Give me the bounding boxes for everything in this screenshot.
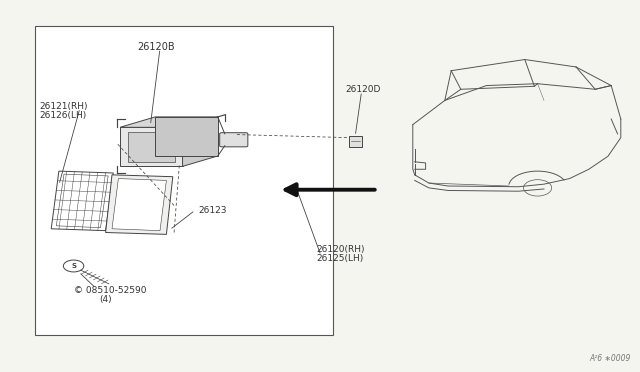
Ellipse shape: [229, 138, 239, 142]
Text: (4): (4): [99, 295, 112, 304]
Polygon shape: [128, 132, 175, 162]
Text: 26120D: 26120D: [346, 85, 381, 94]
Text: S: S: [71, 263, 76, 269]
FancyBboxPatch shape: [220, 133, 248, 147]
Text: 26125(LH): 26125(LH): [317, 254, 364, 263]
Polygon shape: [155, 117, 218, 156]
Polygon shape: [182, 117, 218, 166]
Polygon shape: [120, 117, 218, 127]
Text: © 08510-52590: © 08510-52590: [74, 286, 146, 295]
FancyBboxPatch shape: [349, 136, 362, 147]
Polygon shape: [106, 175, 173, 234]
Bar: [35, 26, 333, 335]
Polygon shape: [51, 171, 113, 231]
Text: 26120B: 26120B: [138, 42, 175, 51]
Text: 26120(RH): 26120(RH): [317, 245, 365, 254]
Polygon shape: [112, 179, 166, 231]
Text: 26121(RH): 26121(RH): [40, 102, 88, 110]
Polygon shape: [120, 127, 182, 166]
Text: 26126(LH): 26126(LH): [40, 111, 87, 120]
Text: A²6 ∗0009: A²6 ∗0009: [589, 354, 630, 363]
Text: 26123: 26123: [198, 206, 227, 215]
